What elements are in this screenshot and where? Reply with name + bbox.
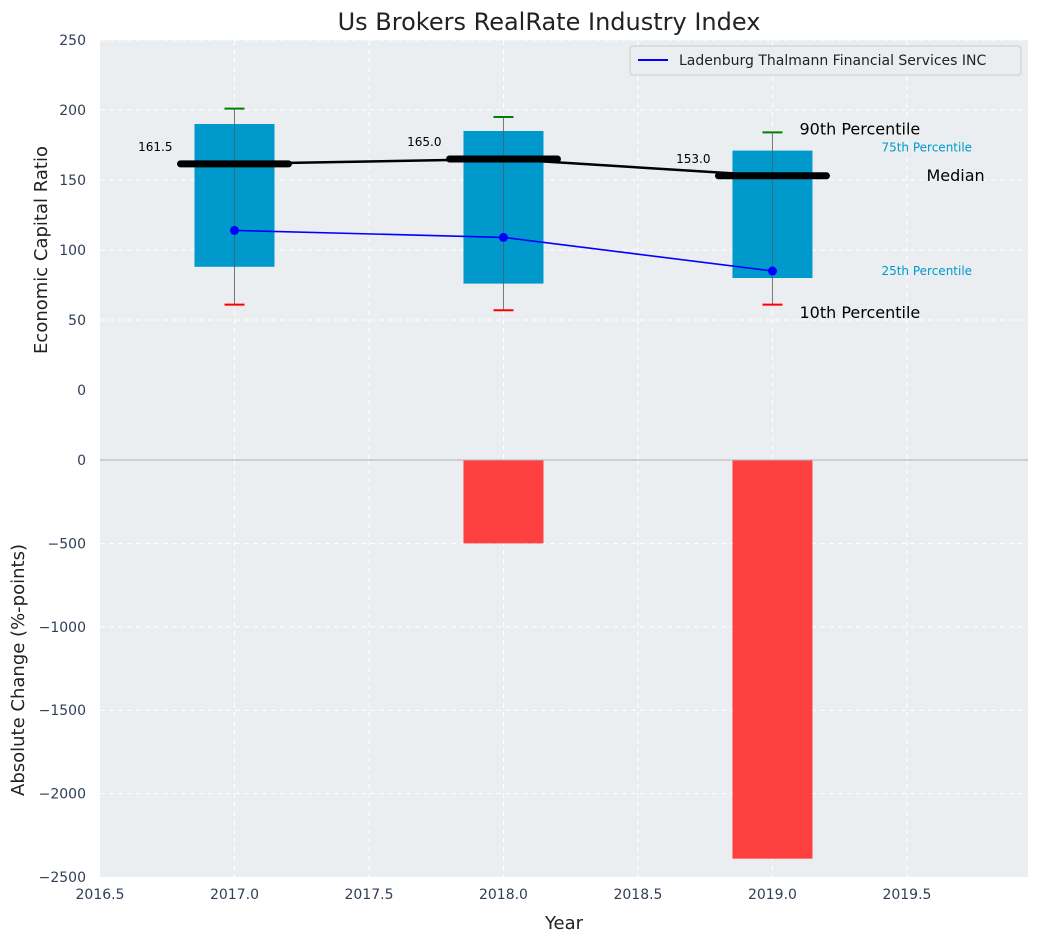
bar-chart-grid xyxy=(100,460,1028,877)
median-value-label: 161.5 xyxy=(138,140,172,154)
p75-annotation: 75th Percentile xyxy=(881,141,972,155)
x-axis-ticks: 2016.5 2017.0 2017.5 2018.0 2018.5 2019.0 2019… xyxy=(76,887,932,903)
legend-entry-label: Ladenburg Thalmann Financial Services IN… xyxy=(679,53,987,69)
y-tick-label: 200 xyxy=(59,103,86,119)
series-point xyxy=(229,225,239,235)
bar-chart-y-axis-label: Absolute Change (%-points) xyxy=(8,544,29,796)
median-trend-line xyxy=(234,157,773,178)
y-tick-label: 50 xyxy=(68,313,86,329)
x-tick-label: 2017.0 xyxy=(210,887,259,903)
x-tick-label: 2019.5 xyxy=(882,887,931,903)
bar-chart-panel: 0−500−1000−1500−2000−2500 2016.5 2017.0 20… xyxy=(8,453,1028,934)
change-bar xyxy=(732,460,813,859)
bar-chart-y-ticks: 0 −500 −1000 −1500 −2000 −2500 xyxy=(39,453,86,886)
legend-box xyxy=(629,45,1022,76)
y-tick-label: −1500 xyxy=(39,703,86,719)
median-annotation: Median xyxy=(926,166,984,185)
y-tick-label: 100 xyxy=(59,243,86,259)
median-value-label: 153.0 xyxy=(676,152,710,166)
y-tick-label: 0 xyxy=(77,453,86,469)
x-tick-label: 2018.5 xyxy=(613,887,662,903)
x-tick-label: 2018.0 xyxy=(479,887,528,903)
p90-annotation: 90th Percentile xyxy=(799,119,920,138)
box-plot-panel: 0 50 100 150 200 250 161.5 165.0 153.0 90th Per… xyxy=(31,33,1028,460)
y-tick-label: 0 xyxy=(77,383,86,399)
company-series xyxy=(229,225,777,276)
change-bar xyxy=(463,460,544,544)
y-tick-label: 150 xyxy=(59,173,86,189)
bar-chart-area xyxy=(100,460,1028,877)
box-plot-boxes: 161.5 165.0 153.0 xyxy=(138,107,830,312)
median-value-label: 165.0 xyxy=(407,135,441,149)
series-point xyxy=(498,232,508,242)
y-tick-label: 250 xyxy=(59,33,86,49)
p25-annotation: 25th Percentile xyxy=(881,264,972,278)
x-axis-label: Year xyxy=(544,913,584,934)
x-tick-label: 2016.5 xyxy=(76,887,125,903)
box-plot-y-ticks: 0 50 100 150 200 250 xyxy=(59,33,86,399)
series-point xyxy=(767,266,777,276)
chart-title: Us Brokers RealRate Industry Index xyxy=(338,8,761,36)
y-tick-label: −2500 xyxy=(39,870,86,886)
box-plot-y-axis-label: Economic Capital Ratio xyxy=(31,146,52,354)
percentile-annotations: 90th Percentile 75th Percentile Median 2… xyxy=(799,119,984,321)
x-tick-label: 2017.5 xyxy=(344,887,393,903)
legend: Ladenburg Thalmann Financial Services IN… xyxy=(629,45,1022,76)
p10-annotation: 10th Percentile xyxy=(799,303,920,322)
bar-chart-bars xyxy=(463,460,813,859)
x-tick-label: 2019.0 xyxy=(748,887,797,903)
y-tick-label: −500 xyxy=(48,536,86,552)
y-tick-label: −1000 xyxy=(39,620,86,636)
y-tick-label: −2000 xyxy=(39,787,86,803)
